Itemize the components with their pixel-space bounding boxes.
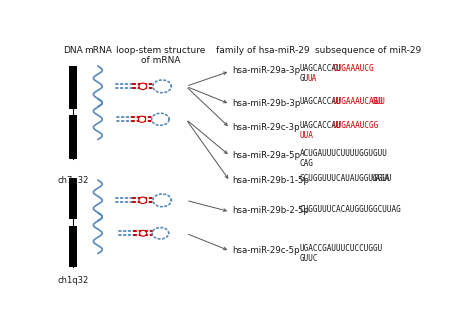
Text: DNA: DNA xyxy=(64,46,83,55)
Text: UUA: UUA xyxy=(300,131,314,140)
Bar xyxy=(69,226,77,267)
Text: subsequence of miR-29: subsequence of miR-29 xyxy=(315,46,421,55)
Text: CUGAAAUCG: CUGAAAUCG xyxy=(332,64,374,73)
Text: UUGAAAUCAGU: UUGAAAUCAGU xyxy=(332,97,383,106)
Ellipse shape xyxy=(139,83,146,89)
Bar xyxy=(69,115,77,159)
Text: UUGAAAUCGG: UUGAAAUCGG xyxy=(332,121,378,130)
Text: loop-stem structure: loop-stem structure xyxy=(116,46,205,55)
Bar xyxy=(69,66,77,109)
Text: UGACCGAUUUCUCCUGGU: UGACCGAUUUCUCCUGGU xyxy=(300,244,383,253)
Text: hsa-miR-29c-3p: hsa-miR-29c-3p xyxy=(232,123,300,132)
Text: hsa-miR-29a-3p: hsa-miR-29a-3p xyxy=(232,66,300,75)
Text: hsa-miR-29b-2-5p: hsa-miR-29b-2-5p xyxy=(232,207,309,215)
Bar xyxy=(69,178,77,219)
Text: hsa-miR-29b-1-5p: hsa-miR-29b-1-5p xyxy=(232,176,309,185)
Text: mRNA: mRNA xyxy=(84,46,112,55)
Text: UAGCACCAU: UAGCACCAU xyxy=(300,97,341,106)
Ellipse shape xyxy=(140,230,146,236)
Text: ch7q32: ch7q32 xyxy=(57,176,89,185)
Text: UAGCACCAU: UAGCACCAU xyxy=(300,64,341,73)
Text: hsa-miR-29b-3p: hsa-miR-29b-3p xyxy=(232,99,301,108)
Text: GUUC: GUUC xyxy=(300,254,319,263)
Text: hsa-miR-29a-5p: hsa-miR-29a-5p xyxy=(232,151,300,160)
Text: of mRNA: of mRNA xyxy=(140,56,180,65)
Ellipse shape xyxy=(139,197,146,204)
Text: UAGA: UAGA xyxy=(372,174,390,183)
Text: CUGGUUUCACAUGGUGGCUUAG: CUGGUUUCACAUGGUGGCUUAG xyxy=(300,205,401,214)
Text: UAGCACCAU: UAGCACCAU xyxy=(300,121,341,130)
Text: CAG: CAG xyxy=(300,159,314,168)
Text: ACUGAUUUCUUUUGGUGUU: ACUGAUUUCUUUUGGUGUU xyxy=(300,149,388,158)
Text: UA: UA xyxy=(307,74,316,83)
Text: GUU: GUU xyxy=(372,97,385,106)
Text: ch1q32: ch1q32 xyxy=(57,276,89,285)
Text: GCUGGUUUCAUAUGGUGGUU: GCUGGUUUCAUAUGGUGGUU xyxy=(300,174,392,183)
Text: GU: GU xyxy=(300,74,309,83)
Ellipse shape xyxy=(138,116,146,122)
Text: family of hsa-miR-29: family of hsa-miR-29 xyxy=(216,46,310,55)
Text: hsa-miR-29c-5p: hsa-miR-29c-5p xyxy=(232,246,300,255)
